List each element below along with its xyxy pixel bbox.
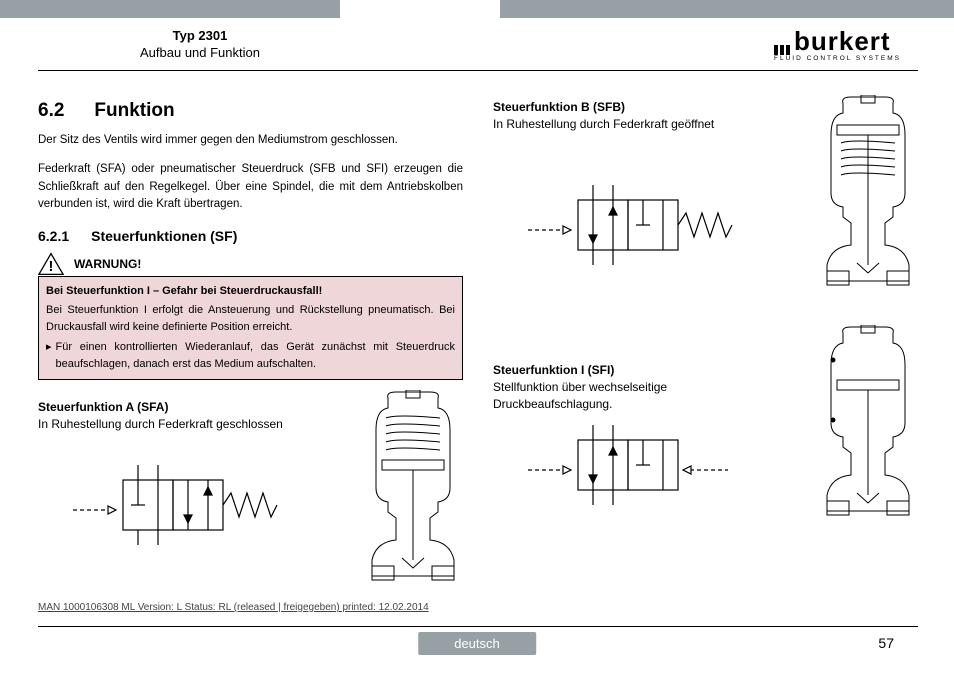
right-column: Steuerfunktion B (SFB) In Ruhestellung d… — [493, 100, 918, 620]
para-2: Federkraft (SFA) oder pneumatischer Steu… — [38, 161, 463, 214]
svg-text:!: ! — [49, 259, 54, 275]
warning-strong: Bei Steuerfunktion I – Gefahr bei Steuer… — [46, 283, 455, 300]
brand-logo: burkert FLUID CONTROL SYSTEMS — [774, 26, 914, 62]
sfa-symbol-diagram — [68, 455, 308, 545]
page-header: Typ 2301 Aufbau und Funktion burkert FLU… — [0, 28, 954, 83]
footer-language-tab: deutsch — [418, 632, 536, 655]
logo-text: burkert — [794, 26, 891, 57]
subsection-number: 6.2.1 — [38, 228, 69, 244]
warning-box: Bei Steuerfunktion I – Gefahr bei Steuer… — [38, 276, 463, 380]
header-bar-left — [0, 0, 340, 18]
section-title: Funktion — [94, 100, 174, 122]
section-number: 6.2 — [38, 100, 64, 122]
arrow-icon: ▸ — [46, 339, 52, 373]
subsection-title: Steuerfunktionen (SF) — [91, 228, 237, 244]
sfb-valve-cutaway — [813, 95, 923, 305]
warning-label: WARNUNG! — [74, 257, 141, 271]
para-1: Der Sitz des Ventils wird immer gegen de… — [38, 132, 463, 150]
warning-triangle-icon: ! — [38, 252, 64, 276]
header-bar-right — [500, 0, 954, 18]
warning-bullet: Für einen kontrollierten Wiederanlauf, d… — [56, 339, 455, 373]
logo-sub: FLUID CONTROL SYSTEMS — [774, 55, 914, 62]
left-column: 6.2 Funktion Der Sitz des Ventils wird i… — [38, 100, 463, 620]
warning-body: Bei Steuerfunktion I erfolgt die Ansteue… — [46, 304, 455, 333]
page-number: 57 — [878, 635, 894, 651]
sfi-symbol-diagram — [523, 415, 763, 505]
footer-meta-line: MAN 1000106308 ML Version: L Status: RL … — [38, 602, 429, 613]
footer-rule — [38, 626, 918, 627]
sfb-symbol-diagram — [523, 175, 763, 265]
sfa-valve-cutaway — [358, 390, 468, 600]
header-typ: Typ 2301 — [50, 28, 350, 43]
header-subtitle: Aufbau und Funktion — [50, 45, 350, 60]
sfi-valve-cutaway — [813, 325, 923, 535]
